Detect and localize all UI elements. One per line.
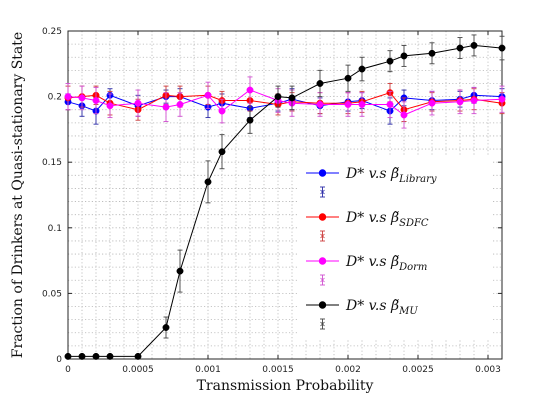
data-point [358,101,366,108]
data-point [204,178,212,186]
y-tick-label: 0.05 [42,289,62,299]
legend-label-main: D* v.s β̃ [345,210,399,226]
legend-item-sdfc: D* v.s β̃SDFC [306,210,429,242]
data-point [78,94,86,102]
legend-label: D* v.s β̃SDFC [345,210,429,229]
data-point [428,99,436,107]
legend-label: D* v.s β̃MU [345,298,418,317]
legend-label-subscript: Dorm [398,262,427,273]
data-point [176,101,184,108]
data-point [470,41,478,49]
data-point [78,352,86,360]
y-tick-label: 0.1 [48,224,62,234]
legend-box [297,155,493,339]
legend-marker [318,213,327,221]
x-tick-label: 0.002 [335,365,361,375]
data-point [176,267,184,275]
data-point [386,57,394,65]
data-point [64,352,72,360]
legend-item-dorm: D* v.s β̃Dorm [306,254,427,286]
data-point [316,80,324,87]
axis-ticks: 0 0.0005 0.001 0.0015 0.002 0.0025 0.003 0 0.05 0… [42,27,502,375]
data-point [162,324,170,331]
x-tick-label: 0.0005 [122,365,154,375]
x-axis-title: Transmission Probability [197,378,374,394]
data-point [134,352,142,360]
data-point [358,65,366,73]
data-point [316,101,324,108]
data-point [456,44,464,52]
y-tick-label: 0.25 [42,27,62,37]
data-point [344,74,352,82]
y-tick-label: 0 [56,355,62,365]
data-point [498,95,506,103]
data-point [498,44,506,52]
legend-marker [318,301,327,309]
legend-label-subscript: SDFC [399,218,429,229]
data-point [288,94,296,102]
data-point [106,102,114,110]
legend-label-main: D* v.s β̃ [345,166,399,182]
legend-label-subscript: Library [398,174,437,185]
legend-marker [318,257,327,265]
data-point [92,97,100,104]
legend-marker [318,169,327,177]
legend-label: D* v.s β̃Library [345,166,437,185]
y-axis-title: Fraction of Drinkers at Quasi-stationary… [10,32,26,358]
legend-item-mu: D* v.s β̃MU [306,298,418,330]
data-point [218,107,226,115]
data-point [274,93,282,101]
legend-label-main: D* v.s β̃ [345,298,399,314]
data-point [428,49,436,57]
legend-x-mark [320,233,325,239]
legend-x-mark [320,321,325,327]
series-group [64,34,506,360]
legend-item-library: D* v.s β̃Library [306,166,437,198]
x-tick-label: 0.0025 [402,365,434,375]
data-point [386,101,394,108]
data-point [456,98,464,106]
data-point [106,352,114,360]
data-point [246,86,254,94]
data-point [218,148,226,156]
legend-label-main: D* v.s β̃ [345,254,399,270]
y-tick-label: 0.2 [48,93,62,103]
plot-area-frame [67,30,503,360]
series-mu [64,34,506,360]
data-point [204,91,212,99]
data-point [344,101,352,108]
data-point [134,99,142,107]
data-point [162,103,170,111]
x-tick-label: 0 [65,365,71,375]
legend-label-subscript: MU [398,306,418,317]
x-tick-label: 0.0015 [262,365,294,375]
data-point [92,352,100,360]
legend-x-mark [320,189,325,195]
data-point [470,97,478,104]
data-point [246,116,254,124]
data-point [400,111,408,119]
data-point [400,52,408,60]
x-tick-label: 0.003 [475,365,501,375]
x-tick-label: 0.001 [195,365,221,375]
legend-label: D* v.s β̃Dorm [345,254,427,273]
legend-x-mark [320,277,325,283]
data-point [64,93,72,101]
y-tick-label: 0.15 [42,158,62,168]
